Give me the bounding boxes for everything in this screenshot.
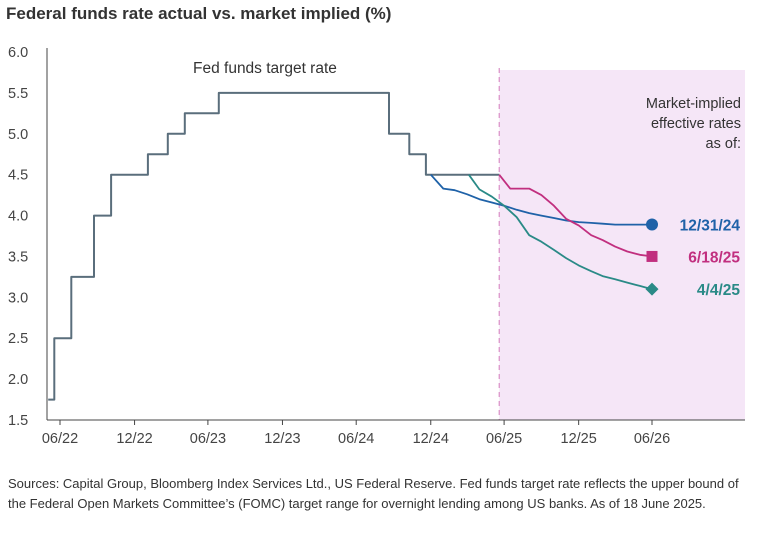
- series-end-marker-diamond: [645, 282, 659, 296]
- market-implied-annotation-line: effective rates: [651, 116, 741, 132]
- series-end-marker-square: [646, 250, 658, 262]
- series-line-4: [468, 174, 653, 291]
- market-implied-annotation-line: Market-implied: [646, 96, 741, 112]
- series-line-1: [48, 91, 500, 401]
- x-tick-label: 12/25: [561, 431, 597, 447]
- source-note: Sources: Capital Group, Bloomberg Index …: [8, 476, 739, 511]
- chart-title: Federal funds rate actual vs. market imp…: [6, 4, 392, 23]
- series-line-2: [430, 174, 652, 226]
- series-label: 12/31/24: [680, 218, 741, 235]
- shaded-region: [499, 70, 745, 420]
- series-line-3: [498, 174, 653, 258]
- x-tick-label: 06/25: [486, 431, 522, 447]
- fed-line-annotation: Fed funds target rate: [193, 60, 337, 77]
- y-tick-label: 5.5: [8, 86, 28, 102]
- line-chart: 1.5 2.0 2.5 3.0 3.5 4.0 4.5 5.0 5.5 6.0 06/22 12/22…: [8, 45, 745, 447]
- y-tick-label: 4.0: [8, 209, 28, 225]
- series: [48, 91, 659, 401]
- labels: 12/31/24 6/18/25 4/4/25 Fed funds target ra…: [193, 60, 741, 299]
- y-tick-label: 1.5: [8, 413, 28, 429]
- y-tick-label: 2.0: [8, 372, 28, 388]
- market-implied-annotation-line: as of:: [706, 136, 741, 152]
- series-label: 6/18/25: [688, 249, 740, 266]
- y-tick-label: 2.5: [8, 331, 28, 347]
- y-tick-label: 3.0: [8, 290, 28, 306]
- y-tick-label: 4.5: [8, 168, 28, 184]
- x-tick-label: 06/22: [42, 431, 78, 447]
- x-tick-label: 12/23: [264, 431, 300, 447]
- y-tick-label: 3.5: [8, 249, 28, 265]
- x-tick-label: 12/22: [116, 431, 152, 447]
- y-tick-label: 5.0: [8, 127, 28, 143]
- market-implied-region: [498, 68, 745, 420]
- x-tick-label: 06/23: [190, 431, 226, 447]
- series-label: 4/4/25: [697, 282, 740, 299]
- axes: 1.5 2.0 2.5 3.0 3.5 4.0 4.5 5.0 5.5 6.0 06/22 12/22…: [8, 45, 745, 447]
- x-tick-label: 12/24: [413, 431, 449, 447]
- y-tick-label: 6.0: [8, 45, 28, 61]
- series-end-marker-circle: [646, 218, 658, 231]
- x-tick-label: 06/26: [634, 431, 670, 447]
- x-tick-label: 06/24: [338, 431, 374, 447]
